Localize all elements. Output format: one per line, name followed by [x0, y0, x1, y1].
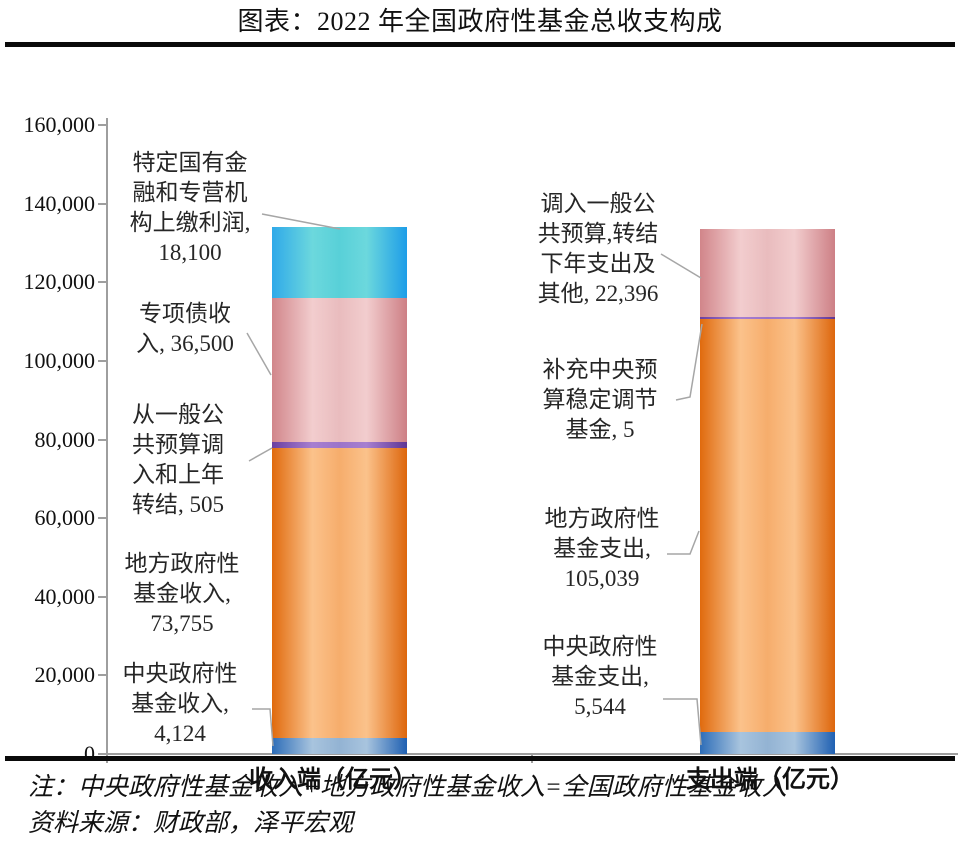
y-axis-tick-mark: [98, 517, 107, 520]
bar-segment: [272, 227, 407, 299]
y-axis-tick-label: 160,000: [23, 112, 96, 137]
y-axis-tick-label: 40,000: [34, 583, 96, 609]
y-axis-tick-label: 100,000: [23, 347, 96, 373]
bar-segment: [272, 441, 407, 448]
annotation-income-local: 地方政府性 基金收入, 73,755: [124, 551, 240, 636]
y-axis-tick-mark: [98, 753, 107, 755]
annotation-expense-stabilization-fund: 补充中央预 算稳定调节 基金, 5: [542, 357, 658, 442]
y-axis-tick-mark: [98, 202, 107, 205]
y-axis-tick-label: 20,000: [34, 662, 96, 688]
chart-title: 图表：2022 年全国政府性基金总收支构成: [237, 7, 723, 36]
y-axis-tick-label: 80,000: [34, 426, 96, 452]
annotation-income-central: 中央政府性 基金收入, 4,124: [122, 661, 238, 746]
y-axis-tick-mark: [98, 281, 107, 284]
bar-segment: [700, 229, 835, 318]
y-axis-line: [106, 118, 108, 763]
y-axis-tick-mark: [98, 359, 107, 362]
y-axis-tick-label: 140,000: [23, 190, 96, 216]
x-category-expense: 支出端（亿元）: [686, 767, 854, 793]
bar-segment: [272, 447, 407, 738]
y-axis-tick-label: 120,000: [23, 269, 96, 295]
bar-segment: [272, 737, 407, 754]
bar-segment: [272, 298, 407, 442]
bottom-divider: [5, 756, 955, 761]
annotation-income-budget-transfer-in: 从一般公 共预算调 入和上年 转结, 505: [132, 402, 224, 517]
footnote: 注：中央政府性基金收入+地方政府性基金收入=全国政府性基金收入: [28, 774, 787, 801]
top-divider: [5, 42, 955, 47]
y-axis-tick-mark: [98, 124, 107, 126]
y-axis-tick-mark: [98, 595, 107, 598]
y-axis-tick-mark: [98, 438, 107, 441]
bar-segment: [700, 319, 835, 733]
annotation-income-special-profit: 特定国有金 融和专营机 构上缴利润, 18,100: [129, 150, 251, 265]
plot-area: 0 20,000 40,000 60,000 80,000 100,000 120,000 1…: [0, 48, 960, 793]
y-axis-tick-label: 60,000: [34, 505, 96, 531]
annotation-income-special-bond: 专项债收 入, 36,500: [136, 301, 234, 356]
source-note: 资料来源：财政部，泽平宏观: [28, 810, 354, 837]
x-category-income: 收入端（亿元）: [249, 767, 417, 793]
annotation-expense-central: 中央政府性 基金支出, 5,544: [542, 634, 658, 719]
y-axis-tick-label: 0: [84, 741, 95, 766]
annotation-expense-local: 地方政府性 基金支出, 105,039: [544, 506, 660, 591]
bar-segment: [700, 732, 835, 754]
bar-segment: [700, 317, 835, 320]
y-axis-tick-mark: [98, 674, 107, 677]
annotation-expense-transfer-out: 调入一般公 共预算,转结 下年支出及 其他, 22,396: [537, 191, 659, 306]
